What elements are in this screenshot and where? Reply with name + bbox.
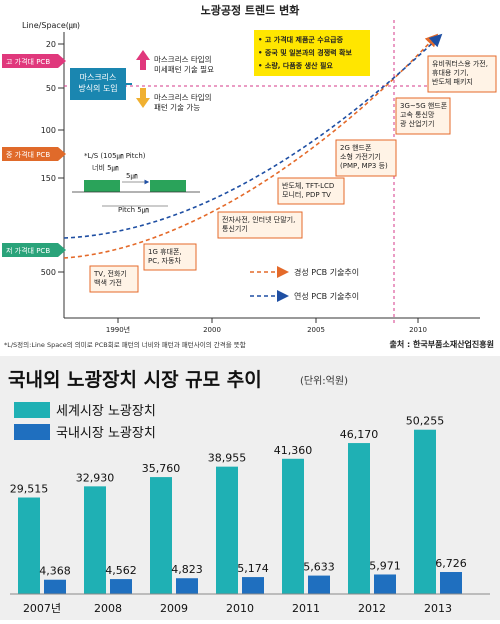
arrow-up-icon (136, 50, 150, 70)
y-tick-label: 150 (41, 174, 56, 183)
footnote: *L/S정의:Line Space의 의미로 PCB회로 패턴의 너비와 패턴과… (4, 340, 246, 349)
domestic-bar-label: 5,174 (237, 562, 269, 575)
legend-domestic: 국내시장 노광장치 (56, 426, 156, 441)
application-annotation: 1G 휴대폰, PC, 자동차 (143, 243, 197, 271)
category-label: 2009 (160, 602, 188, 615)
application-annotation: 유비쿼터스용 가전, 휴대용 기기, 반도체 패키지 (427, 55, 497, 93)
application-annotation: 2G 핸드폰 소형 가전기기 (PMP, MP3 등) (335, 139, 397, 177)
price-tier-label (2, 54, 66, 68)
x-tick-label: 2005 (307, 326, 325, 334)
category-label: 2007년 (23, 602, 61, 615)
rigid-pcb-curve (63, 33, 439, 259)
world-bar (348, 443, 370, 594)
pattern-line-1 (84, 180, 120, 192)
arrow-up-text: 마스크리스 타입의 미세패턴 기술 필요 (154, 54, 214, 74)
world-bar (282, 458, 304, 594)
market-chart-panel: 국내외 노광장치 시장 규모 추이 (단위:억원) 세계시장 노광장치 국내시장… (0, 356, 500, 620)
x-tick-label: 2000 (203, 326, 221, 334)
price-tier-label (2, 147, 66, 161)
domestic-bar (110, 579, 132, 594)
application-annotation: 반도체, TFT-LCD 모니터, PDP TV (277, 177, 345, 205)
x-tick-label: 2010 (409, 326, 427, 334)
category-label: 2008 (94, 602, 122, 615)
domestic-bar (176, 578, 198, 594)
domestic-bar (374, 574, 396, 594)
highlight-bullet: • 고 가격대 제품군 수요급증 (258, 35, 344, 44)
annotation-text: 2G 핸드폰 소형 가전기기 (PMP, MP3 등) (340, 143, 388, 170)
price-tier-text: 저 가격대 PCB (6, 246, 50, 255)
application-annotation: 3G~5G 핸드폰 고속 통신망 광 산업기기 (395, 97, 451, 135)
domestic-bar (242, 577, 264, 594)
world-bar (216, 466, 238, 594)
category-label: 2011 (292, 602, 320, 615)
world-bar-label: 32,930 (76, 471, 115, 484)
world-bar-label: 38,955 (208, 452, 247, 465)
world-bar-label: 41,360 (274, 444, 313, 457)
y-tick-label: 100 (41, 126, 56, 135)
world-bar (150, 477, 172, 594)
market-unit: (단위:억원) (300, 374, 348, 387)
domestic-bar-label: 4,823 (171, 563, 203, 576)
price-tier-label (2, 243, 66, 257)
annotation-text: 3G~5G 핸드폰 고속 통신망 광 산업기기 (400, 101, 448, 128)
legend-rigid: 경성 PCB 기술추이 (294, 267, 359, 277)
annotation-text: 반도체, TFT-LCD 모니터, PDP TV (282, 181, 334, 199)
world-bar (84, 486, 106, 594)
arrow-down-icon (136, 88, 150, 108)
price-tier-text: 고 가격대 PCB (6, 57, 50, 66)
inset-gap-label: 5㎛ (126, 172, 137, 181)
domestic-bar (440, 572, 462, 594)
inset-pitch-label: Pitch 5㎛ (118, 206, 149, 215)
world-bar-label: 50,255 (406, 415, 445, 428)
y-tick-label: 500 (41, 268, 56, 277)
world-bar-label: 46,170 (340, 428, 379, 441)
legend-domestic-swatch (14, 424, 50, 440)
annotation-text: 전자사전, 인터넷 단말기, 통신기기 (222, 215, 295, 233)
category-label: 2013 (424, 602, 452, 615)
annotation-text: 유비쿼터스용 가전, 휴대용 기기, 반도체 패키지 (432, 59, 488, 86)
domestic-bar (308, 575, 330, 594)
world-bar-label: 35,760 (142, 462, 181, 475)
legend-world-swatch (14, 402, 50, 418)
annotation-text: TV, 전화기 백색 가전 (93, 269, 127, 287)
maskless-box (70, 68, 126, 100)
trend-chart-panel: 노광공정 트렌드 변화 Line/Space(㎛) 20 50 100 150 500 … (2, 3, 497, 349)
arrow-down-text: 마스크리스 타입의 패턴 기술 가능 (154, 92, 212, 112)
y-tick-label: 50 (46, 84, 56, 93)
inset-title: *L/S (105㎛ Pitch) (84, 152, 146, 161)
annotation-text: 1G 휴대폰, PC, 자동차 (148, 247, 182, 265)
world-bar (414, 429, 436, 594)
y-axis-label: Line/Space(㎛) (22, 21, 80, 31)
y-tick-label: 20 (46, 40, 56, 49)
x-tick-label: 1990년 (106, 325, 130, 334)
domestic-bar-label: 4,562 (105, 564, 137, 577)
maskless-box-text: 마스크리스 방식의 도입 (78, 73, 117, 93)
domestic-bar-label: 4,368 (39, 565, 71, 578)
application-annotation: 전자사전, 인터넷 단말기, 통신기기 (217, 211, 303, 239)
price-tier-text: 중 가격대 PCB (6, 150, 50, 159)
highlight-bullet: • 중국 및 일본과의 경쟁력 확보 (258, 48, 352, 57)
domestic-bar (44, 579, 66, 594)
domestic-bar-label: 6,726 (435, 557, 467, 570)
application-annotation: TV, 전화기 백색 가전 (89, 265, 139, 293)
trend-chart: 노광공정 트렌드 변화 Line/Space(㎛) 2050100150500 … (2, 3, 497, 349)
trend-title: 노광공정 트렌드 변화 (201, 3, 300, 17)
world-bar (18, 497, 40, 594)
inset-width-label: 너비 5㎛ (92, 163, 119, 173)
world-bar-label: 29,515 (10, 483, 49, 496)
category-label: 2010 (226, 602, 254, 615)
category-label: 2012 (358, 602, 386, 615)
domestic-bar-label: 5,971 (369, 559, 401, 572)
legend-world: 세계시장 노광장치 (56, 404, 156, 419)
market-title: 국내외 노광장치 시장 규모 추이 (8, 369, 262, 391)
legend-flex: 연성 PCB 기술추이 (294, 291, 359, 301)
domestic-bar-label: 5,633 (303, 561, 335, 574)
flex-pcb-curve (63, 33, 443, 239)
pattern-line-2 (150, 180, 186, 192)
highlight-bullet: • 소량, 다품종 생산 필요 (258, 61, 333, 70)
market-bar-chart: 국내외 노광장치 시장 규모 추이 (단위:억원) 세계시장 노광장치 국내시장… (8, 369, 490, 615)
source-text: 출처 : 한국부품소재산업진흥원 (390, 339, 494, 349)
highlight-box (254, 30, 370, 76)
